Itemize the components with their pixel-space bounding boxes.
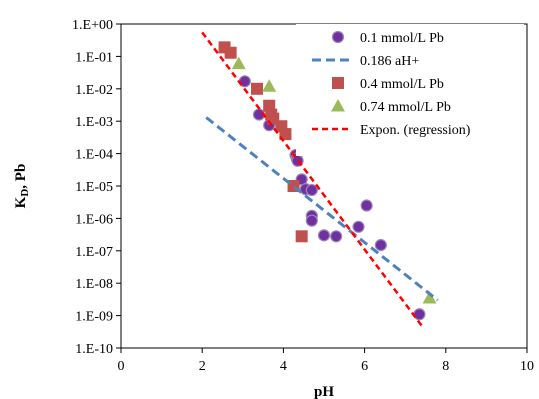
legend-item: 0.4 mmol/L Pb <box>332 77 444 92</box>
x-axis: 0 2 4 6 8 10 <box>118 348 534 374</box>
legend-item: 0.74 mmol/L Pb <box>331 99 451 115</box>
series-regression-line <box>201 31 423 327</box>
y-tick-label: 1.E-05 <box>75 180 113 195</box>
legend-item: 0.1 mmol/L Pb <box>331 30 444 46</box>
legend-marker-circle <box>331 30 345 44</box>
y-axis: 1.E+00 1.E-01 1.E-02 1.E-03 1.E-04 1.E-05 1.E-… <box>72 18 121 357</box>
x-tick-label: 0 <box>118 359 125 374</box>
legend-label: 0.186 aH+ <box>360 54 419 69</box>
y-tick-label: 1.E-04 <box>75 148 113 163</box>
data-point-square <box>279 128 292 141</box>
series-square-points <box>218 41 308 243</box>
legend-background <box>296 24 524 156</box>
y-tick-label: 1.E-06 <box>75 212 113 227</box>
legend-item: Expon. (regression) <box>312 123 471 138</box>
y-tick-label: 1.E-09 <box>75 310 113 325</box>
y-tick-label: 1.E-07 <box>75 245 113 260</box>
data-point-circle <box>352 220 365 233</box>
data-point-circle <box>413 308 426 321</box>
legend-label: 0.74 mmol/L Pb <box>360 100 451 115</box>
y-axis-title-main: K <box>13 196 29 208</box>
data-point-circle <box>360 199 373 212</box>
legend-label: Expon. (regression) <box>360 123 471 138</box>
data-point-triangle <box>422 290 437 304</box>
data-point-triangle <box>231 56 246 70</box>
y-axis-title: KD, Pb <box>13 164 31 209</box>
y-tick-label: 1.E-02 <box>75 83 113 98</box>
data-point-circle <box>374 238 387 252</box>
x-tick-label: 10 <box>520 359 534 374</box>
y-tick-label: 1.E-01 <box>75 50 113 65</box>
x-tick-label: 8 <box>442 359 449 374</box>
x-tick-label: 2 <box>199 359 206 374</box>
series-dashed-line <box>205 116 439 302</box>
legend-marker-triangle <box>331 99 345 112</box>
y-tick-label: 1.E-03 <box>75 115 113 130</box>
data-point-square <box>295 230 308 243</box>
data-point-triangle <box>262 79 277 92</box>
x-axis-title: pH <box>314 384 334 399</box>
y-tick-label: 1.E+00 <box>72 18 113 33</box>
series-triangle-points <box>231 56 437 304</box>
legend-label: 0.1 mmol/L Pb <box>360 31 444 46</box>
legend-marker-square <box>332 77 344 89</box>
y-tick-label: 1.E-08 <box>75 277 113 292</box>
data-point-circle <box>305 214 318 227</box>
legend-item: 0.186 aH+ <box>312 54 419 69</box>
data-point-square <box>251 82 264 95</box>
data-point-circle <box>305 183 318 197</box>
data-point-circle <box>317 229 331 242</box>
series-layer <box>201 31 439 327</box>
series-circle-points <box>238 75 426 321</box>
x-tick-label: 4 <box>280 359 287 374</box>
y-axis-title-rest: , Pb <box>13 164 29 189</box>
legend: 0.1 mmol/L Pb 0.186 aH+ 0.4 mmol/L Pb 0.74 … <box>296 24 524 156</box>
y-axis-title-subscript: D <box>19 189 31 197</box>
y-tick-label: 1.E-10 <box>75 342 113 357</box>
data-point-square <box>224 46 237 59</box>
data-point-circle <box>330 230 343 243</box>
legend-label: 0.4 mmol/L Pb <box>360 77 444 92</box>
x-tick-label: 6 <box>361 359 368 374</box>
